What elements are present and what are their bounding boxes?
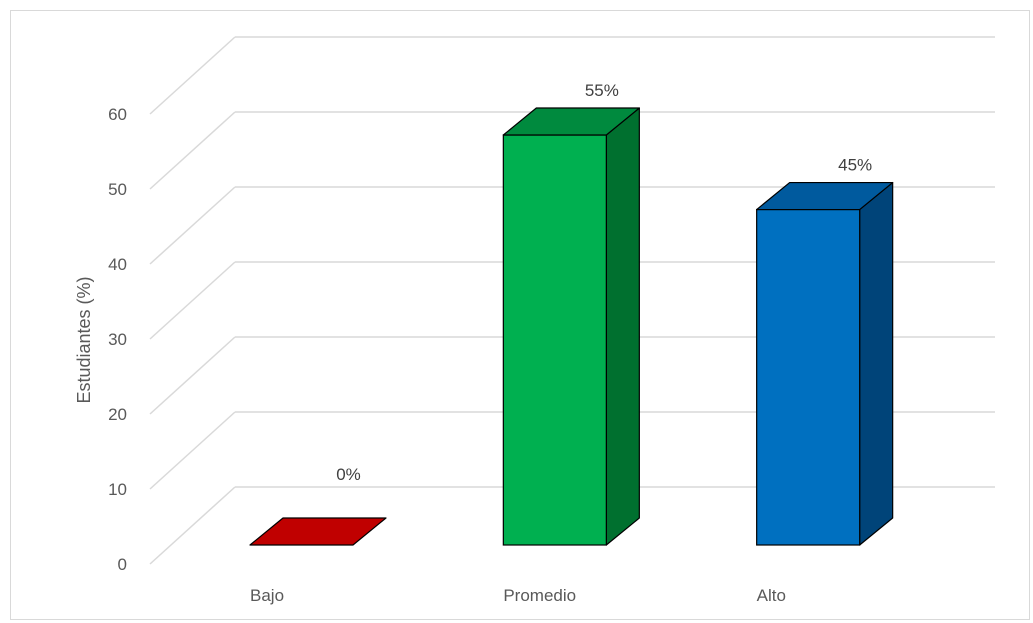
gridline-depth bbox=[149, 336, 236, 415]
bar-top-face bbox=[502, 107, 640, 136]
y-tick-label: 30 bbox=[108, 330, 127, 349]
bar-top-face bbox=[756, 181, 894, 211]
x-tick-label: Alto bbox=[757, 586, 786, 605]
gridline-depth bbox=[149, 36, 236, 115]
data-label: 55% bbox=[585, 81, 619, 100]
bar-front-face bbox=[502, 134, 607, 546]
y-tick-labels: 0 10 20 30 40 50 60 bbox=[108, 105, 127, 574]
data-label: 45% bbox=[838, 156, 872, 175]
gridline-depth bbox=[149, 486, 236, 565]
y-tick-label: 40 bbox=[108, 255, 127, 274]
bar-alto bbox=[756, 181, 894, 546]
x-tick-label: Bajo bbox=[250, 586, 284, 605]
y-tick-label: 0 bbox=[118, 555, 127, 574]
y-axis-title: Estudiantes (%) bbox=[74, 276, 94, 403]
gridline-depth bbox=[149, 261, 236, 340]
bar-promedio bbox=[502, 107, 640, 546]
y-tick-label: 50 bbox=[108, 180, 127, 199]
bar-front-face bbox=[756, 208, 861, 546]
x-tick-labels: Bajo Promedio Alto bbox=[250, 586, 786, 605]
y-tick-label: 20 bbox=[108, 405, 127, 424]
y-tick-label: 10 bbox=[108, 480, 127, 499]
data-label: 0% bbox=[336, 465, 361, 484]
x-tick-label: Promedio bbox=[503, 586, 576, 605]
gridline-depth bbox=[149, 411, 236, 490]
bars bbox=[249, 107, 894, 546]
gridline-depth bbox=[149, 186, 236, 265]
gridline-depth bbox=[149, 111, 236, 190]
bar-side-face bbox=[605, 107, 640, 546]
bar-top-face bbox=[249, 517, 387, 546]
bar-side-face bbox=[859, 181, 894, 546]
y-tick-label: 60 bbox=[108, 105, 127, 124]
bar-bajo bbox=[249, 517, 387, 546]
data-labels: 0% 55% 45% bbox=[336, 81, 872, 484]
